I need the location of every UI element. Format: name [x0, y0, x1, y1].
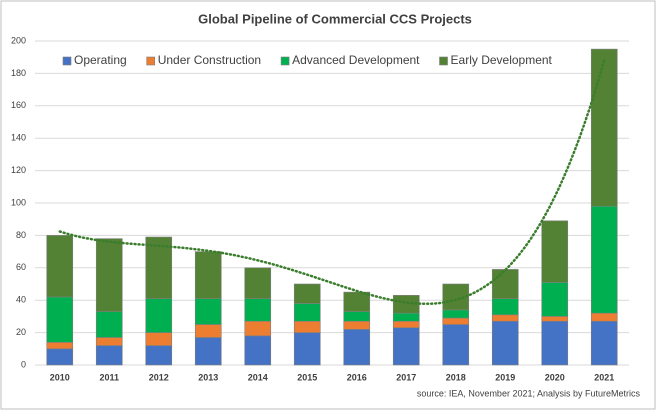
- bar-segment: [95, 238, 123, 312]
- y-tick-label: 80: [16, 230, 26, 240]
- bar-segment: [145, 332, 173, 346]
- bar-segment: [442, 309, 470, 319]
- legend-swatch: [62, 56, 72, 66]
- trend-line: [58, 59, 606, 306]
- bar-segment: [194, 337, 222, 366]
- x-tick-label: 2012: [149, 372, 169, 382]
- bar-segment: [491, 320, 519, 366]
- bar-segment: [590, 312, 618, 322]
- bar-segment: [46, 296, 74, 343]
- bar-segment: [442, 317, 470, 325]
- bar-segment: [194, 298, 222, 325]
- bar-segment: [46, 342, 74, 350]
- bar-segment: [590, 205, 618, 314]
- bar-segment: [244, 267, 272, 299]
- bar-segment: [95, 345, 123, 366]
- bar-segment: [343, 320, 371, 330]
- bar-segment: [293, 332, 321, 366]
- x-tick-label: 2013: [198, 372, 218, 382]
- y-tick-label: 120: [11, 165, 26, 175]
- bar-segment: [392, 327, 420, 366]
- y-tick-label: 20: [16, 327, 26, 337]
- bar-segment: [491, 314, 519, 322]
- y-tick-label: 200: [11, 35, 26, 45]
- bar-segment: [541, 320, 569, 366]
- x-tick-label: 2010: [50, 372, 70, 382]
- bar-segment: [491, 298, 519, 316]
- bar-segment: [392, 320, 420, 329]
- bar-segment: [590, 48, 618, 207]
- bar-segment: [392, 312, 420, 322]
- x-tick-label: 2018: [446, 372, 466, 382]
- bar-segment: [293, 283, 321, 304]
- bar-segment: [46, 348, 74, 366]
- x-tick-label: 2021: [594, 372, 614, 382]
- bar-segment: [442, 324, 470, 366]
- legend-label: Advanced Development: [292, 53, 420, 67]
- bar-segment: [95, 311, 123, 338]
- x-tick-label: 2019: [495, 372, 515, 382]
- bar-segment: [343, 311, 371, 322]
- bar-segment: [343, 291, 371, 312]
- y-tick-label: 100: [11, 197, 26, 207]
- x-tick-label: 2016: [347, 372, 367, 382]
- bar-segment: [541, 282, 569, 317]
- x-tick-label: 2011: [99, 372, 119, 382]
- y-tick-label: 60: [16, 262, 26, 272]
- y-tick-label: 40: [16, 295, 26, 305]
- legend-label: Operating: [74, 53, 127, 67]
- bar-segment: [46, 235, 74, 298]
- bar-segment: [541, 316, 569, 322]
- bar-segment: [95, 337, 123, 346]
- bar-segment: [590, 320, 618, 366]
- bar-segment: [145, 345, 173, 366]
- x-tick-label: 2020: [545, 372, 565, 382]
- bar-segment: [442, 283, 470, 311]
- x-tick-label: 2014: [248, 372, 268, 382]
- bar-segment: [145, 298, 173, 333]
- bar-segment: [244, 298, 272, 322]
- bar-segment: [194, 251, 222, 299]
- source-note: source: IEA, November 2021; Analysis by …: [417, 388, 641, 398]
- y-tick-label: 180: [11, 68, 26, 78]
- bar-segment: [491, 269, 519, 299]
- bar-segment: [293, 303, 321, 322]
- legend-swatch: [439, 56, 448, 66]
- legend-label: Early Development: [451, 53, 553, 67]
- bar-segment: [541, 220, 569, 283]
- chart-title: Global Pipeline of Commercial CCS Projec…: [198, 11, 472, 26]
- legend-swatch: [280, 56, 290, 66]
- y-tick-label: 160: [11, 100, 26, 110]
- bar-segment: [244, 320, 272, 337]
- bar-segment: [194, 324, 222, 338]
- x-tick-label: 2015: [297, 372, 317, 382]
- bar-segment: [244, 335, 272, 366]
- legend-label: Under Construction: [158, 53, 261, 67]
- legend-swatch: [146, 56, 156, 66]
- bar-segment: [343, 329, 371, 366]
- y-tick-label: 140: [11, 133, 26, 143]
- bar-segment: [293, 320, 321, 333]
- x-tick-label: 2017: [396, 372, 416, 382]
- y-tick-label: 0: [21, 359, 26, 369]
